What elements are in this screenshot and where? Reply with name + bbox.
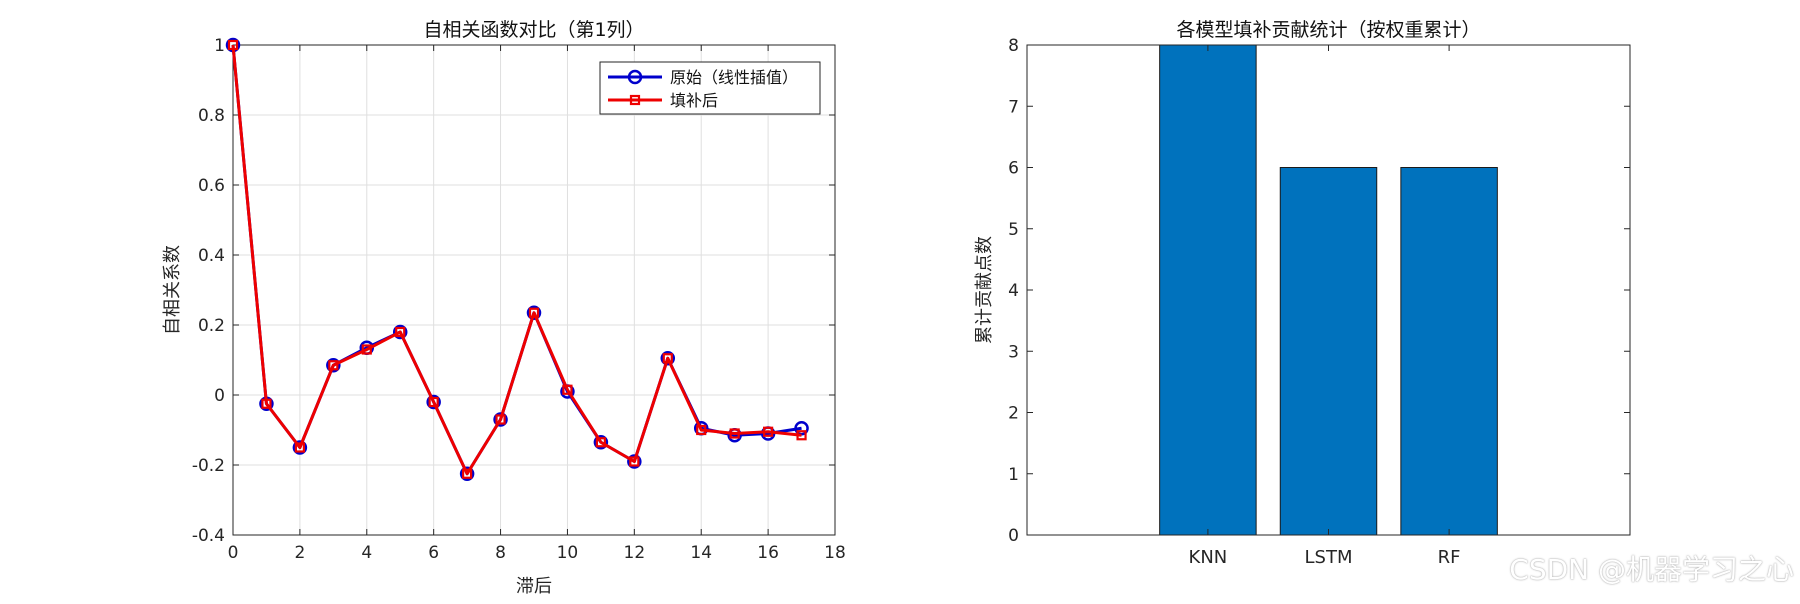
- y-tick-label: 0.6: [198, 176, 225, 196]
- x-tick-label: 4: [361, 543, 372, 563]
- data-point: [629, 456, 640, 467]
- data-point: [526, 305, 542, 320]
- y-tick-label: 1: [214, 36, 225, 56]
- x-tick-label: 2: [294, 543, 305, 563]
- x-tick-label: LSTM: [1305, 547, 1353, 568]
- x-tick-label: 18: [824, 543, 846, 563]
- y-axis-label: 累计贡献点数: [974, 236, 995, 344]
- y-tick-label: 6: [1008, 159, 1019, 179]
- x-tick-label: 6: [428, 543, 439, 563]
- bar: [1400, 167, 1498, 536]
- legend-label: 填补后: [670, 91, 718, 110]
- acf-line-chart: 0 2 4 6 8 10 12 14 16 18 -0.4 -0.2 0 0.2 0.4 0.6 0.8 1 自相关…: [162, 19, 846, 597]
- x-tick-label: 0: [228, 543, 239, 563]
- y-tick-label: 0: [1008, 526, 1019, 546]
- data-point: [294, 442, 305, 453]
- y-tick-label: -0.4: [192, 526, 225, 546]
- data-point: [662, 353, 673, 364]
- y-tick-label: 1: [1008, 465, 1019, 485]
- data-point: [627, 454, 642, 469]
- y-tick-label: 0: [214, 386, 225, 406]
- data-point: [493, 412, 508, 427]
- data-point: [763, 426, 774, 437]
- data-point: [729, 428, 740, 439]
- plot-area: [233, 45, 835, 535]
- data-point: [593, 435, 609, 450]
- data-point: [395, 326, 406, 338]
- data-point: [292, 440, 308, 455]
- data-point: [595, 437, 606, 448]
- bar: [1159, 44, 1257, 536]
- data-point: [528, 307, 540, 318]
- legend-label: 原始（线性插值）: [670, 68, 798, 87]
- data-point: [428, 396, 439, 408]
- y-tick-label: 8: [1008, 36, 1019, 56]
- data-point: [660, 351, 676, 366]
- y-tick-label: 0.2: [198, 316, 225, 336]
- data-point: [696, 424, 707, 436]
- y-tick-label: -0.2: [192, 456, 225, 476]
- legend-swatch-marker: [627, 69, 643, 85]
- data-point: [426, 394, 441, 410]
- series-line: [231, 44, 802, 476]
- x-tick-label: 14: [690, 543, 712, 563]
- chart-title: 各模型填补贡献统计（按权重累计）: [1176, 19, 1480, 41]
- axes-box: [232, 44, 836, 536]
- data-point: [361, 344, 372, 355]
- data-point: [227, 39, 239, 51]
- data-point: [796, 430, 807, 441]
- data-point: [562, 384, 573, 395]
- y-tick-label: 0.8: [198, 106, 225, 126]
- y-tick-label: 2: [1008, 404, 1019, 424]
- x-tick-label: RF: [1438, 547, 1461, 568]
- watermark-text: CSDN @机器学习之心: [1509, 553, 1794, 586]
- chart-title: 自相关函数对比（第1列）: [423, 19, 644, 41]
- data-point: [495, 414, 506, 425]
- y-tick-label: 0.4: [198, 246, 225, 266]
- data-point: [459, 466, 475, 481]
- data-point: [261, 398, 272, 409]
- y-tick-label: 5: [1008, 220, 1019, 240]
- contribution-bar-chart: KNN LSTM RF 0 1 2 3 4 5 6 7 8 各模型填补贡献统计（按权重累计） 累计贡献点数: [974, 19, 1631, 568]
- x-tick-label: KNN: [1189, 547, 1228, 568]
- bar: [1279, 167, 1378, 536]
- x-tick-label: 8: [495, 543, 506, 563]
- y-tick-label: 3: [1008, 342, 1019, 362]
- data-point: [326, 358, 341, 373]
- y-tick-label: 7: [1008, 97, 1019, 117]
- data-point: [392, 324, 408, 340]
- legend-swatch-marker: [629, 94, 641, 106]
- x-tick-label: 12: [624, 543, 646, 563]
- data-point: [328, 360, 339, 371]
- x-axis-label: 滞后: [516, 576, 552, 597]
- data-point: [462, 468, 473, 479]
- y-axis-label: 自相关系数: [162, 245, 183, 335]
- x-tick-label: 16: [757, 543, 779, 563]
- y-tick-label: 4: [1008, 281, 1019, 301]
- x-tick-label: 10: [557, 543, 579, 563]
